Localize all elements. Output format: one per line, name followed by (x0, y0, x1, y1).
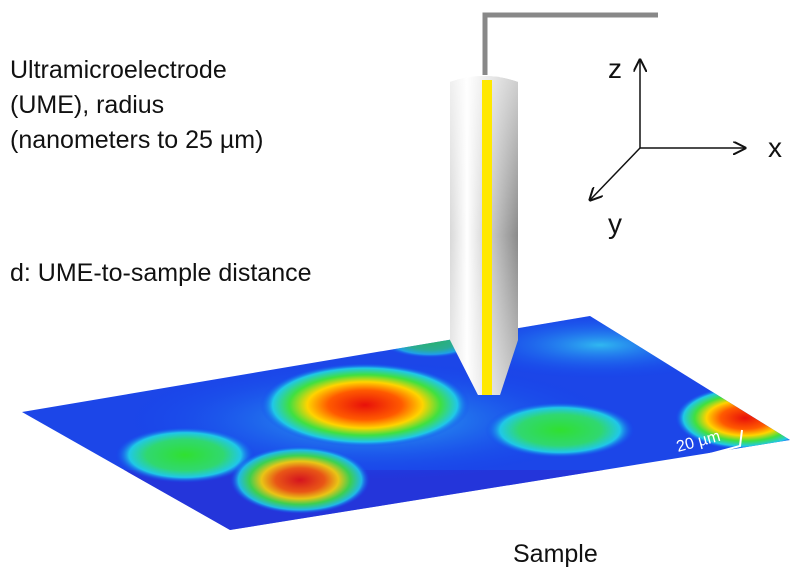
electrode-label: Ultramicroelectrode (10, 56, 227, 84)
sample-label: Sample (513, 540, 598, 568)
electrode-label: (UME), radius (10, 91, 164, 119)
electrode-label: (nanometers to 25 µm) (10, 126, 263, 154)
axis-y: y (608, 208, 622, 239)
diagram: 20 µm z x y Ultramicroelectrode (UME), r… (0, 0, 803, 573)
axis-x: x (768, 132, 782, 163)
distance-label: d: UME-to-sample distance (10, 259, 312, 287)
sample-surface (0, 300, 803, 540)
axis-z: z (608, 53, 622, 84)
